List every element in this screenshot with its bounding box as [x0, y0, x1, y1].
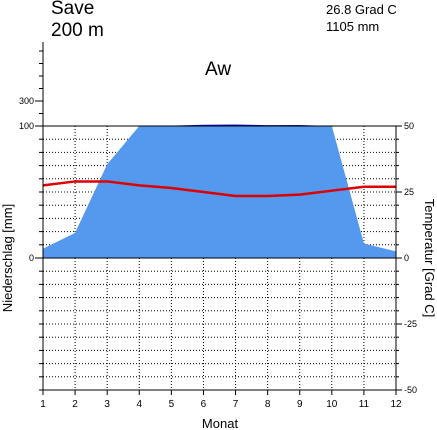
station-name: Save [51, 0, 95, 19]
x-tick-label: 9 [297, 399, 303, 410]
precip-tick-label: 0 [29, 253, 34, 263]
precip-tick-label: 300 [19, 96, 34, 106]
x-axis-label: Monat [202, 416, 239, 430]
temp-tick-label: -25 [404, 319, 417, 329]
temp-tick-label: 50 [404, 121, 414, 131]
annual-precipitation: 1105 mm [326, 19, 380, 34]
climate-class: Aw [205, 59, 232, 80]
x-tick-label: 7 [233, 399, 239, 410]
y-axis-label-right: Temperatur [Grad C] [422, 199, 437, 318]
x-tick-label: 4 [136, 399, 142, 410]
x-tick-label: 5 [169, 399, 175, 410]
temp-tick-label: 0 [404, 253, 409, 263]
x-tick-label: 11 [359, 399, 370, 410]
mean-temperature: 26.8 Grad C [326, 2, 397, 17]
x-tick-label: 8 [265, 399, 271, 410]
x-tick-label: 1 [40, 399, 46, 410]
x-tick-label: 12 [390, 399, 402, 410]
precipitation-area [42, 124, 397, 258]
precip-tick-label: 100 [19, 121, 34, 131]
temp-tick-label: -50 [404, 385, 417, 395]
x-tick-label: 2 [72, 399, 78, 410]
axis-labels: Monat Niederschlag [mm] Temperatur [Grad… [0, 199, 437, 430]
temp-tick-label: 25 [404, 187, 414, 197]
y-axis-label-left: Niederschlag [mm] [0, 204, 15, 312]
precipitation-fill [43, 126, 396, 258]
x-tick-label: 6 [201, 399, 207, 410]
x-tick-label: 10 [326, 399, 338, 410]
station-elevation: 200 m [51, 20, 104, 41]
x-tick-label: 3 [104, 399, 110, 410]
temperature-line-path [42, 180, 396, 198]
